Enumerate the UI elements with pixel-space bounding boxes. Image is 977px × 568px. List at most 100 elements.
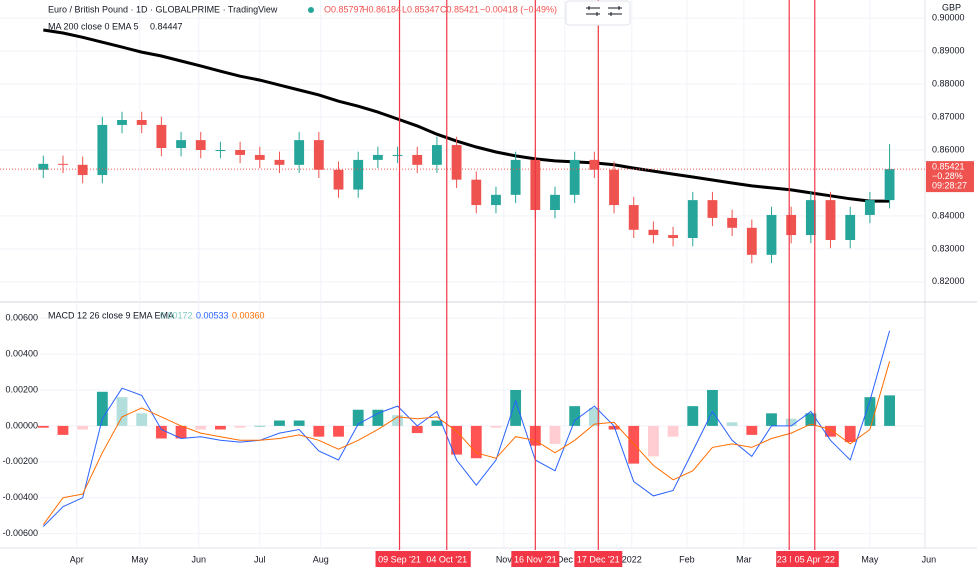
candle-body xyxy=(431,145,442,165)
marker-label-box xyxy=(375,551,424,567)
y-tick-label: 0.82000 xyxy=(932,276,965,286)
candle-body xyxy=(786,214,797,236)
y-tick-label: 0.84000 xyxy=(932,210,965,220)
ohlc-open: O0.85797 xyxy=(324,4,364,14)
last-price-box xyxy=(926,161,974,193)
macd-legend: MACD 12 26 close 9 EMA EMA xyxy=(48,310,174,320)
macd-histogram-bar xyxy=(431,420,443,426)
macd-histogram-bar xyxy=(785,418,797,426)
x-tick-label: Dec xyxy=(557,554,574,564)
macd-histogram-bar xyxy=(333,425,344,437)
x-tick-label: 2022 xyxy=(622,554,642,564)
candle-body xyxy=(491,194,501,206)
candle-body xyxy=(550,194,560,210)
candle-body xyxy=(845,214,856,240)
candle-body xyxy=(215,150,226,151)
ma-legend-value: 0.84447 xyxy=(150,21,183,31)
candle-body xyxy=(687,200,698,239)
candle-body xyxy=(412,154,423,165)
macd-histogram-bar xyxy=(726,422,738,426)
candle-body xyxy=(58,163,68,165)
x-tick-label: Jul xyxy=(254,554,266,564)
y-tick-label: 0.87000 xyxy=(932,111,965,121)
candle-body xyxy=(97,124,108,176)
macd-histogram-bar xyxy=(274,420,285,426)
candle-body xyxy=(136,120,147,125)
candle-body xyxy=(569,159,580,195)
macd-histogram-bar xyxy=(884,395,895,426)
macd-histogram-bar xyxy=(825,425,836,437)
candle-body xyxy=(254,154,265,160)
macd-histogram-bar xyxy=(549,425,561,444)
x-tick-label: Feb xyxy=(679,554,695,564)
candle-body xyxy=(864,200,875,215)
last-price-label: −0.28% xyxy=(932,171,963,181)
candle-body xyxy=(274,159,285,165)
macd-histogram-bar xyxy=(372,409,384,426)
macd-line xyxy=(42,330,891,527)
macd-histogram-bar xyxy=(805,413,817,426)
candle-body xyxy=(313,140,324,170)
macd-hist-value: 0.00172 xyxy=(160,310,193,320)
x-tick-label: Aug xyxy=(313,554,329,564)
macd-histogram-bar xyxy=(96,391,108,426)
x-tick-label: Jun xyxy=(192,554,207,564)
macd-histogram-bar xyxy=(392,415,403,426)
marker-label-box xyxy=(422,551,471,567)
macd-tick-label: -0.00200 xyxy=(2,456,38,466)
macd-histogram-bar xyxy=(37,425,49,428)
ohlc-close: C0.85421 xyxy=(440,4,479,14)
macd-tick-label: -0.00600 xyxy=(2,528,38,538)
macd-histogram-bar xyxy=(864,397,876,426)
macd-histogram-bar xyxy=(608,425,620,430)
marker-label-box xyxy=(574,551,623,567)
candle-body xyxy=(471,179,482,206)
macd-tick-label: 0.00000 xyxy=(5,420,38,430)
toolbar[interactable] xyxy=(565,0,631,26)
marker-label: 04 Oct '21 xyxy=(426,554,467,564)
macd-histogram-bar xyxy=(254,425,266,427)
candle-body xyxy=(727,217,738,228)
macd-tick-label: 0.00400 xyxy=(5,348,38,358)
candle-body xyxy=(353,159,364,190)
marker-label: 09 Sep '21 xyxy=(378,554,421,564)
macd-histogram-bar xyxy=(687,406,699,426)
ohlc-change: −0.00418 (−0.49%) xyxy=(480,4,557,14)
marker-label-box xyxy=(511,551,560,567)
marker-label: 05 Apr '22 xyxy=(795,554,835,564)
last-price-label: 09:28:27 xyxy=(932,180,967,190)
macd-histogram-bar xyxy=(175,425,187,439)
candle-body xyxy=(176,140,186,149)
x-tick-label: Jun xyxy=(922,554,937,564)
macd-histogram-bar xyxy=(628,425,640,464)
candle-body xyxy=(294,140,305,165)
candle-body xyxy=(38,163,49,170)
marker-label: 23 Ma xyxy=(777,554,802,564)
candle-body xyxy=(195,140,206,150)
macd-tick-label: 0.00200 xyxy=(5,384,38,394)
candle-body xyxy=(392,154,403,156)
macd-histogram-bar xyxy=(234,425,246,428)
y-tick-label: 0.89000 xyxy=(932,45,965,55)
candle-body xyxy=(117,120,127,125)
macd-histogram-bar xyxy=(490,425,502,428)
candle-body xyxy=(648,229,659,236)
x-tick-label: Apr xyxy=(70,554,84,564)
macd-histogram-bar xyxy=(293,420,305,426)
marker-label-box xyxy=(790,551,839,567)
status-dot xyxy=(308,7,314,13)
macd-histogram-bar xyxy=(647,425,659,457)
ohlc-low: L0.85347 xyxy=(402,4,440,14)
candle-body xyxy=(746,227,757,255)
macd-tick-label: 0.00600 xyxy=(5,313,38,323)
candle-body xyxy=(805,200,816,236)
candle-body xyxy=(766,214,777,255)
marker-label: 16 Nov '21 xyxy=(514,554,557,564)
x-tick-label: Nov xyxy=(496,554,513,564)
candle-body xyxy=(628,205,639,230)
candle-body xyxy=(372,154,383,160)
macd-histogram-bar xyxy=(215,425,226,430)
macd-histogram-bar xyxy=(510,389,522,426)
macd-histogram-bar xyxy=(77,425,89,430)
